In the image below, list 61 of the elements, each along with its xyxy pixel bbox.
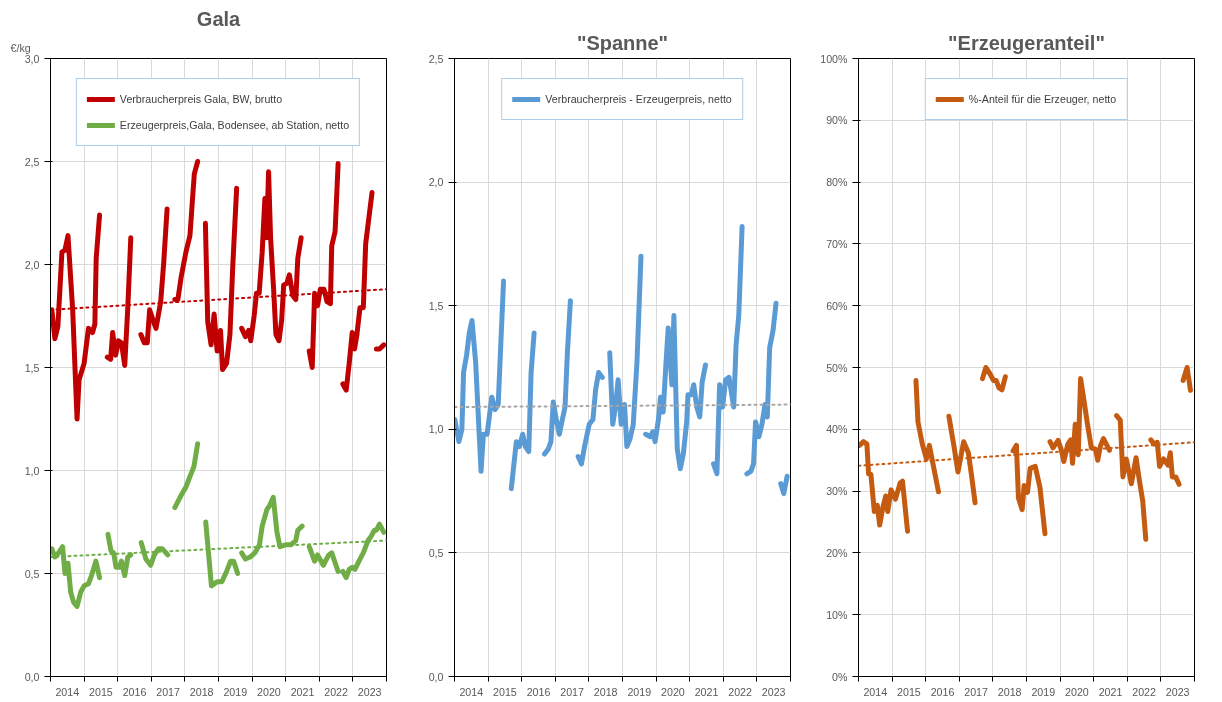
y-tick-label: 1,5: [428, 299, 444, 312]
y-tick-label: 0,0: [428, 670, 444, 683]
y-tick-label: 90%: [826, 114, 849, 127]
x-tick-label: 2015: [493, 685, 517, 698]
x-tick-label: 2020: [1065, 685, 1089, 698]
x-tick-label: 2019: [1031, 685, 1056, 698]
y-tick-label: 40%: [826, 423, 849, 436]
y-tick-label: 1,0: [24, 464, 40, 477]
y-tick-label: 30%: [826, 485, 849, 498]
y-tick-label: 2,0: [428, 176, 444, 189]
x-tick-label: 2023: [761, 685, 786, 698]
legend-label: Verbraucherpreis Gala, BW, brutto: [119, 93, 283, 105]
x-tick-label: 2021: [1098, 685, 1123, 698]
y-tick-label: 0%: [832, 670, 849, 683]
x-tick-label: 2020: [661, 685, 685, 698]
x-tick-label: 2022: [728, 685, 753, 698]
x-tick-label: 2014: [55, 685, 80, 698]
x-tick-label: 2020: [257, 685, 281, 698]
chart-title: "Erzeugeranteil": [948, 31, 1105, 54]
legend-label: Erzeugerpreis,Gala, Bodensee, ab Station, netto: [119, 119, 350, 131]
y-tick-label: 60%: [826, 299, 849, 312]
x-tick-label: 2023: [1165, 685, 1190, 698]
x-tick-label: 2014: [863, 685, 888, 698]
y-tick-label: 80%: [826, 176, 849, 189]
x-tick-label: 2018: [593, 685, 618, 698]
y-axis-title: €/kg: [10, 41, 31, 54]
chart-title: Gala: [196, 7, 242, 30]
y-tick-label: 50%: [826, 361, 849, 374]
y-tick-label: 20%: [826, 546, 849, 559]
x-tick-label: 2017: [560, 685, 585, 698]
y-tick-label: 2,5: [428, 52, 444, 65]
legend-label: %-Anteil für die Erzeuger, netto: [968, 93, 1117, 105]
y-tick-label: 1,5: [24, 361, 40, 374]
legend-label: Verbraucherpreis - Erzeugerpreis, netto: [545, 93, 732, 105]
y-tick-label: 10%: [826, 608, 849, 621]
x-tick-label: 2017: [156, 685, 181, 698]
y-tick-label: 0,5: [24, 567, 40, 580]
x-tick-label: 2019: [627, 685, 652, 698]
y-tick-label: 100%: [820, 52, 849, 65]
x-tick-label: 2016: [122, 685, 147, 698]
x-tick-label: 2018: [997, 685, 1022, 698]
x-tick-label: 2017: [964, 685, 989, 698]
x-tick-label: 2015: [897, 685, 921, 698]
x-tick-label: 2021: [694, 685, 719, 698]
y-tick-label: 1,0: [428, 423, 444, 436]
x-tick-label: 2022: [324, 685, 349, 698]
x-tick-label: 2023: [357, 685, 382, 698]
x-tick-label: 2015: [89, 685, 113, 698]
y-tick-label: 2,0: [24, 258, 40, 271]
x-tick-label: 2014: [459, 685, 484, 698]
x-tick-label: 2021: [290, 685, 315, 698]
y-tick-label: 70%: [826, 237, 849, 250]
y-tick-label: 0,5: [428, 546, 444, 559]
x-tick-label: 2016: [526, 685, 551, 698]
chart-title: "Spanne": [576, 31, 669, 54]
x-tick-label: 2016: [930, 685, 955, 698]
y-tick-label: 0,0: [24, 670, 40, 683]
x-tick-label: 2018: [189, 685, 214, 698]
y-tick-label: 2,5: [24, 155, 40, 168]
x-tick-label: 2019: [223, 685, 248, 698]
x-tick-label: 2022: [1132, 685, 1157, 698]
